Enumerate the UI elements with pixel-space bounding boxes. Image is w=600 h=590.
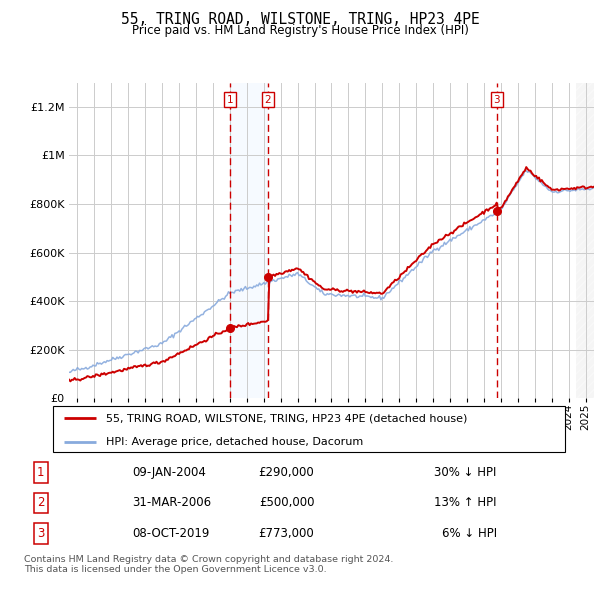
- FancyBboxPatch shape: [53, 406, 565, 453]
- Text: 13% ↑ HPI: 13% ↑ HPI: [434, 496, 497, 510]
- Bar: [576, 83, 594, 398]
- Text: 6% ↓ HPI: 6% ↓ HPI: [442, 527, 497, 540]
- Bar: [230, 83, 268, 398]
- Text: £773,000: £773,000: [259, 527, 314, 540]
- Text: 31-MAR-2006: 31-MAR-2006: [132, 496, 211, 510]
- Text: 3: 3: [494, 94, 500, 104]
- Text: Price paid vs. HM Land Registry's House Price Index (HPI): Price paid vs. HM Land Registry's House …: [131, 24, 469, 37]
- Bar: [576, 83, 594, 398]
- Text: HPI: Average price, detached house, Dacorum: HPI: Average price, detached house, Daco…: [106, 437, 364, 447]
- Text: 09-JAN-2004: 09-JAN-2004: [132, 466, 206, 479]
- Text: 3: 3: [37, 527, 44, 540]
- Text: £290,000: £290,000: [259, 466, 314, 479]
- Text: 55, TRING ROAD, WILSTONE, TRING, HP23 4PE (detached house): 55, TRING ROAD, WILSTONE, TRING, HP23 4P…: [106, 413, 467, 423]
- Text: 55, TRING ROAD, WILSTONE, TRING, HP23 4PE: 55, TRING ROAD, WILSTONE, TRING, HP23 4P…: [121, 12, 479, 27]
- Text: £500,000: £500,000: [259, 496, 314, 510]
- Text: Contains HM Land Registry data © Crown copyright and database right 2024.
This d: Contains HM Land Registry data © Crown c…: [24, 555, 394, 574]
- Text: 1: 1: [227, 94, 234, 104]
- Text: 30% ↓ HPI: 30% ↓ HPI: [434, 466, 497, 479]
- Text: 2: 2: [265, 94, 271, 104]
- Text: 2: 2: [37, 496, 44, 510]
- Text: 08-OCT-2019: 08-OCT-2019: [132, 527, 209, 540]
- Text: 1: 1: [37, 466, 44, 479]
